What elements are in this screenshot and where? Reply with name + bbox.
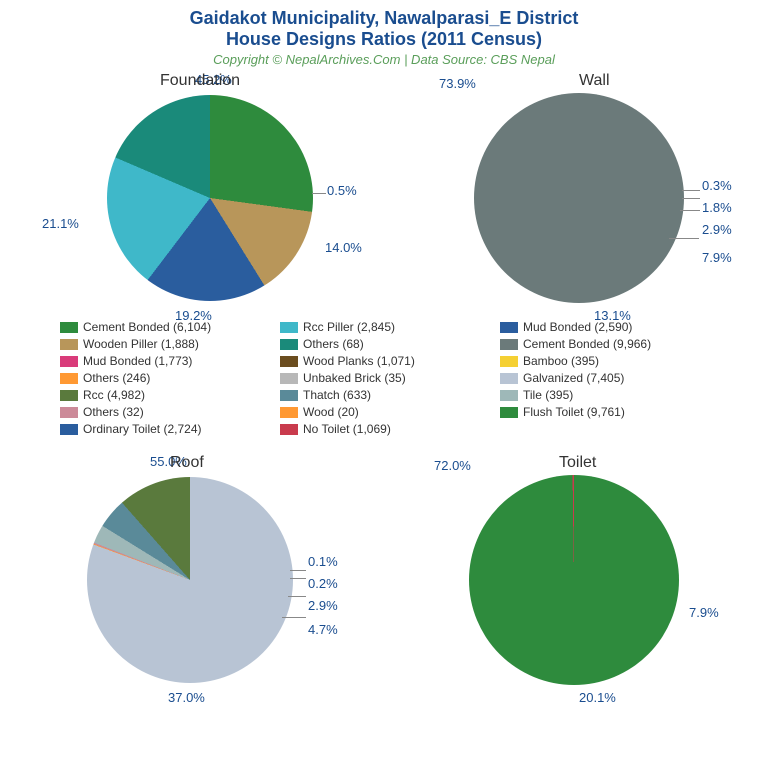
legend-item: Others (32) xyxy=(60,405,280,419)
roof-pie xyxy=(87,477,293,683)
title-line-2: House Designs Ratios (2011 Census) xyxy=(0,29,768,50)
legend-item: Flush Toilet (9,761) xyxy=(500,405,720,419)
legend: Cement Bonded (6,104) Rcc Piller (2,845) M… xyxy=(60,320,720,436)
legend-text: Bamboo (395) xyxy=(523,354,599,368)
legend-item: Cement Bonded (6,104) xyxy=(60,320,280,334)
legend-item: Others (246) xyxy=(60,371,280,385)
pie-label: 37.0% xyxy=(168,690,205,705)
legend-item: Thatch (633) xyxy=(280,388,500,402)
legend-item: Others (68) xyxy=(280,337,500,351)
toilet-chart: Toilet 72.0% 7.9% 20.1% xyxy=(384,452,768,712)
legend-swatch xyxy=(500,373,518,384)
legend-swatch xyxy=(500,339,518,350)
legend-text: Cement Bonded (9,966) xyxy=(523,337,651,351)
legend-text: Flush Toilet (9,761) xyxy=(523,405,625,419)
pie-label: 0.3% xyxy=(702,178,732,193)
charts-grid-2: Roof 55.0%0.1%0.2%2.9%4.7%37.0% Toilet 7… xyxy=(0,452,768,712)
pie-label: 2.9% xyxy=(308,598,338,613)
legend-swatch xyxy=(500,356,518,367)
legend-text: Unbaked Brick (35) xyxy=(303,371,406,385)
legend-text: Cement Bonded (6,104) xyxy=(83,320,211,334)
roof-chart: Roof 55.0%0.1%0.2%2.9%4.7%37.0% xyxy=(0,452,384,712)
legend-item: Wooden Piller (1,888) xyxy=(60,337,280,351)
legend-swatch xyxy=(60,339,78,350)
pie-label: 20.1% xyxy=(579,690,616,705)
legend-swatch xyxy=(500,390,518,401)
legend-swatch xyxy=(60,407,78,418)
pie-label: 4.7% xyxy=(308,622,338,637)
wall-pie xyxy=(474,93,684,303)
legend-swatch xyxy=(280,424,298,435)
legend-swatch xyxy=(280,356,298,367)
legend-swatch xyxy=(280,339,298,350)
toilet-pie xyxy=(469,475,679,685)
toilet-title: Toilet xyxy=(559,454,596,472)
legend-item: Wood Planks (1,071) xyxy=(280,354,500,368)
legend-text: Others (68) xyxy=(303,337,364,351)
legend-swatch xyxy=(280,390,298,401)
legend-item: Wood (20) xyxy=(280,405,500,419)
pie-label: 0.1% xyxy=(308,554,338,569)
pie-label: 72.0% xyxy=(434,458,471,473)
legend-item: Bamboo (395) xyxy=(500,354,720,368)
legend-item: Tile (395) xyxy=(500,388,720,402)
legend-swatch xyxy=(60,390,78,401)
legend-item: Mud Bonded (1,773) xyxy=(60,354,280,368)
legend-text: Mud Bonded (1,773) xyxy=(83,354,192,368)
legend-item: Rcc (4,982) xyxy=(60,388,280,402)
legend-item: Mud Bonded (2,590) xyxy=(500,320,720,334)
legend-text: Ordinary Toilet (2,724) xyxy=(83,422,202,436)
charts-grid: Foundation 45.2%0.5%14.0%19.2%21.1% Wall… xyxy=(0,70,768,330)
legend-item: Cement Bonded (9,966) xyxy=(500,337,720,351)
legend-swatch xyxy=(500,322,518,333)
legend-item: Unbaked Brick (35) xyxy=(280,371,500,385)
legend-text: Wood Planks (1,071) xyxy=(303,354,415,368)
legend-text: Wood (20) xyxy=(303,405,359,419)
legend-swatch xyxy=(60,356,78,367)
chart-subtitle: Copyright © NepalArchives.Com | Data Sou… xyxy=(0,52,768,67)
foundation-chart: Foundation 45.2%0.5%14.0%19.2%21.1% xyxy=(0,70,384,330)
foundation-title: Foundation xyxy=(160,72,240,90)
foundation-pie xyxy=(107,95,313,301)
pie-label: 21.1% xyxy=(42,216,79,231)
legend-text: No Toilet (1,069) xyxy=(303,422,391,436)
legend-text: Wooden Piller (1,888) xyxy=(83,337,199,351)
legend-swatch xyxy=(280,373,298,384)
pie-label: 73.9% xyxy=(439,76,476,91)
legend-text: Others (246) xyxy=(83,371,150,385)
legend-text: Others (32) xyxy=(83,405,144,419)
chart-title-block: Gaidakot Municipality, Nawalparasi_E Dis… xyxy=(0,0,768,67)
pie-label: 0.2% xyxy=(308,576,338,591)
legend-grid: Cement Bonded (6,104) Rcc Piller (2,845) M… xyxy=(60,320,720,436)
legend-text: Rcc (4,982) xyxy=(83,388,145,402)
pie-label: 14.0% xyxy=(325,240,362,255)
legend-text: Rcc Piller (2,845) xyxy=(303,320,395,334)
legend-swatch xyxy=(60,424,78,435)
roof-title: Roof xyxy=(170,454,204,472)
legend-item: Rcc Piller (2,845) xyxy=(280,320,500,334)
legend-swatch xyxy=(500,407,518,418)
wall-title: Wall xyxy=(579,72,610,90)
pie-label: 7.9% xyxy=(689,605,719,620)
pie-label: 2.9% xyxy=(702,222,732,237)
legend-text: Tile (395) xyxy=(523,388,573,402)
pie-label: 7.9% xyxy=(702,250,732,265)
legend-item: No Toilet (1,069) xyxy=(280,422,500,436)
legend-item: Ordinary Toilet (2,724) xyxy=(60,422,280,436)
pie-label: 1.8% xyxy=(702,200,732,215)
title-line-1: Gaidakot Municipality, Nawalparasi_E Dis… xyxy=(0,8,768,29)
legend-swatch xyxy=(280,322,298,333)
wall-chart: Wall 73.9%0.3%1.8%2.9%7.9%13.1% xyxy=(384,70,768,330)
pie-label: 0.5% xyxy=(327,183,357,198)
legend-text: Mud Bonded (2,590) xyxy=(523,320,632,334)
legend-swatch xyxy=(280,407,298,418)
legend-text: Galvanized (7,405) xyxy=(523,371,624,385)
legend-swatch xyxy=(60,322,78,333)
legend-text: Thatch (633) xyxy=(303,388,371,402)
legend-item: Galvanized (7,405) xyxy=(500,371,720,385)
legend-swatch xyxy=(60,373,78,384)
